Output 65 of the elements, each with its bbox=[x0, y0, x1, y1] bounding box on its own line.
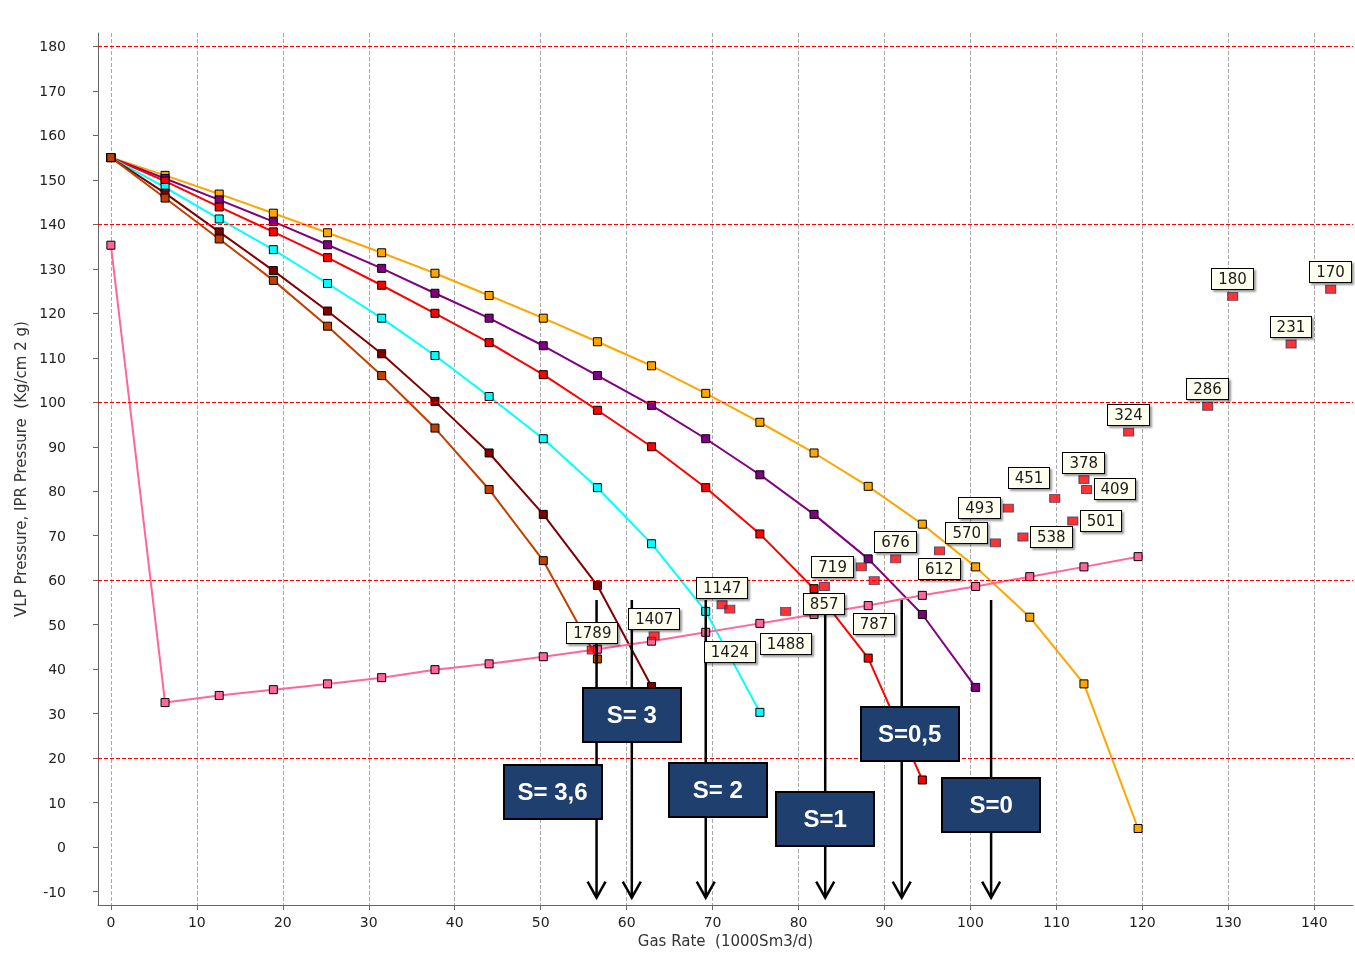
y-tick-label: 10 bbox=[48, 794, 66, 811]
x-tick-label: 130 bbox=[1214, 914, 1242, 930]
x-tick-label: 120 bbox=[1129, 914, 1156, 930]
annotation: 719 bbox=[811, 555, 854, 578]
text-box: S=1 bbox=[775, 791, 876, 847]
text-box: S= 3 bbox=[581, 687, 682, 743]
y-tick-label: 140 bbox=[39, 216, 66, 233]
annotation: 1407 bbox=[628, 607, 681, 630]
y-tick-label: 40 bbox=[48, 661, 66, 678]
y-tick-label: 70 bbox=[48, 527, 66, 544]
y-tick-label: 30 bbox=[48, 705, 66, 722]
y-tick-label: -10 bbox=[43, 883, 66, 900]
annotation: 1488 bbox=[759, 633, 812, 656]
annotation: 1147 bbox=[696, 576, 749, 599]
y-tick-label: 0 bbox=[57, 839, 66, 856]
annotation: 538 bbox=[1029, 526, 1073, 549]
x-tick-label: 110 bbox=[1043, 914, 1070, 930]
annotation: 324 bbox=[1107, 404, 1150, 427]
x-tick-label: 70 bbox=[703, 914, 722, 930]
y-tick-label: 170 bbox=[39, 82, 66, 99]
text-box: S= 3,6 bbox=[502, 764, 603, 820]
x-tick-label: 50 bbox=[531, 914, 550, 930]
annotation: 231 bbox=[1269, 315, 1313, 338]
x-tick-label: 20 bbox=[273, 914, 292, 930]
y-tick-label: 60 bbox=[48, 572, 66, 589]
annotation: 787 bbox=[852, 612, 896, 635]
annotation: 612 bbox=[918, 557, 961, 580]
y-tick-label: 90 bbox=[48, 438, 66, 455]
x-axis-title: Gas Rate (1000Sm3/d) bbox=[637, 932, 814, 951]
annotation: 378 bbox=[1062, 451, 1106, 474]
annotation: 676 bbox=[874, 530, 917, 553]
x-tick-label: 10 bbox=[187, 914, 206, 930]
y-tick-label: 100 bbox=[39, 394, 66, 411]
annotation: 170 bbox=[1309, 261, 1352, 284]
y-tick-label: 180 bbox=[39, 38, 66, 55]
annotation: 409 bbox=[1093, 478, 1137, 501]
annotation: 180 bbox=[1211, 268, 1254, 291]
x-tick-label: 60 bbox=[617, 914, 636, 930]
x-tick-label: 30 bbox=[359, 914, 378, 930]
x-tick-label: 40 bbox=[445, 914, 464, 930]
annotation: 286 bbox=[1186, 378, 1229, 401]
annotation: 1789 bbox=[566, 622, 619, 645]
annotation: 857 bbox=[802, 593, 846, 616]
annotation: 1424 bbox=[703, 641, 756, 664]
text-box: S= 2 bbox=[667, 762, 768, 818]
y-tick-label: 150 bbox=[39, 171, 66, 188]
x-tick-label: 100 bbox=[957, 914, 984, 930]
text-box: S=0,5 bbox=[859, 706, 960, 762]
annotation: 493 bbox=[958, 497, 1001, 520]
y-tick-label: 110 bbox=[39, 349, 66, 366]
annotation: 501 bbox=[1079, 510, 1123, 533]
y-tick-label: 160 bbox=[39, 127, 66, 144]
x-tick-label: 140 bbox=[1300, 914, 1328, 930]
annotation: 570 bbox=[945, 521, 989, 544]
y-tick-label: 130 bbox=[39, 260, 66, 277]
x-tick-label: 0 bbox=[106, 914, 116, 930]
y-tick-label: 120 bbox=[39, 305, 66, 322]
text-box: S=0 bbox=[941, 777, 1042, 833]
y-tick-label: 20 bbox=[48, 750, 66, 767]
x-tick-label: 90 bbox=[875, 914, 894, 930]
y-tick-label: 80 bbox=[48, 483, 66, 500]
x-tick-label: 80 bbox=[789, 914, 808, 930]
annotation: 451 bbox=[1007, 467, 1051, 490]
y-tick-label: 50 bbox=[48, 616, 66, 633]
y-axis-title: VLP Pressure, IPR Pressure (Kg/cm 2 g) bbox=[11, 321, 30, 617]
